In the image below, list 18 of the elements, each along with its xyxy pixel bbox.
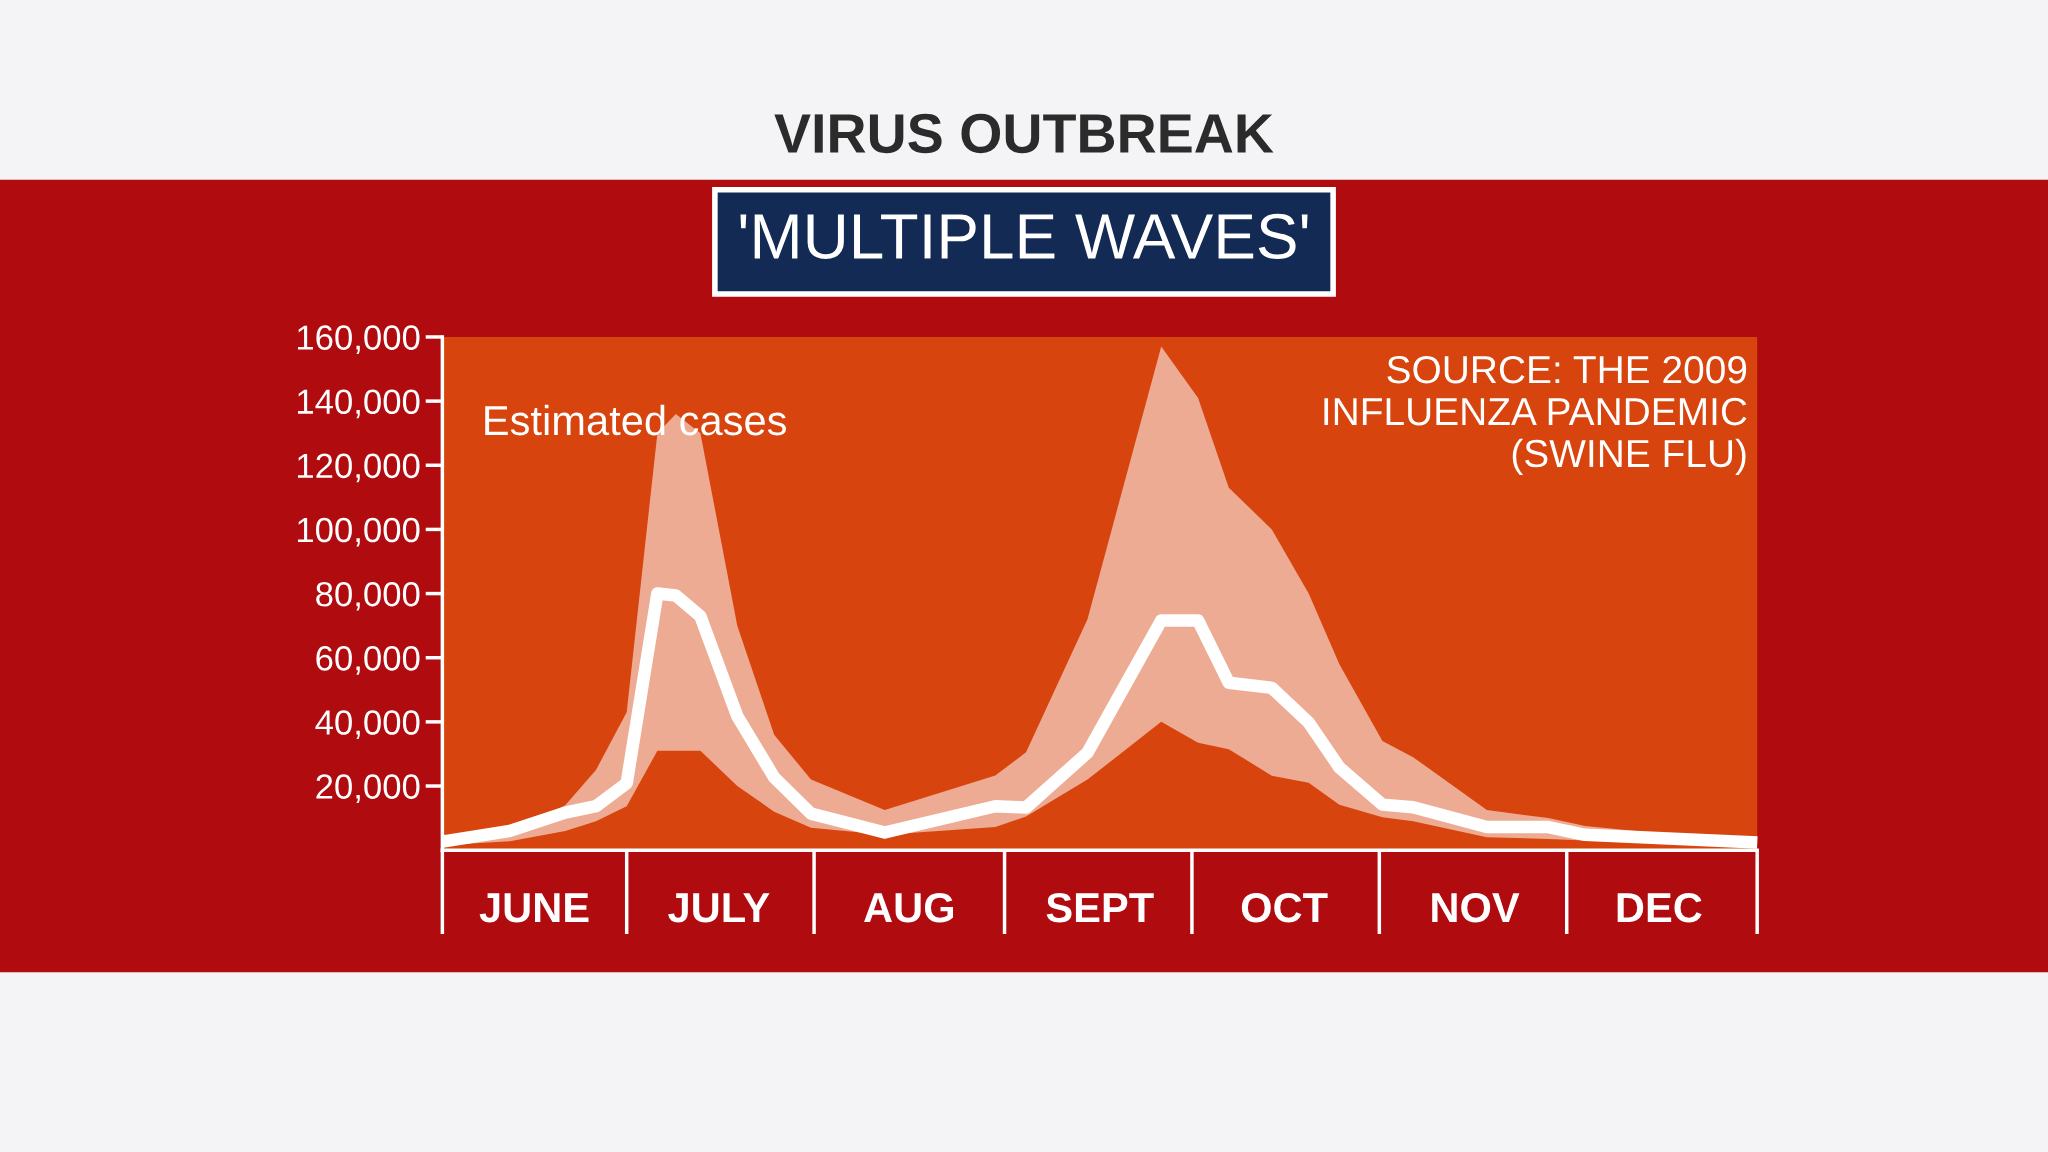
y-tick-label: 40,000 (315, 710, 420, 739)
y-tick-label: 140,000 (297, 389, 420, 419)
y-tick-label: 60,000 (316, 646, 420, 675)
y-tick-label: 20,000 (316, 774, 420, 804)
annotation: SOURCE: THE 2009 INFLUENZA PANDEMIC (SWINE FLU) (1324, 355, 1747, 475)
x-tick-label: JUNE (479, 893, 589, 923)
y-tick-label: 80,000 (316, 581, 420, 611)
chart-subtitle: 'MULTIPLE WAVES' (740, 213, 1308, 260)
x-tick-label: SEPT (1046, 892, 1154, 923)
x-tick-label: NOV (1432, 892, 1520, 923)
y-tick-label: 100,000 (297, 517, 420, 547)
y-tick-label: 160,000 (297, 325, 420, 354)
y-tick-label: 120,000 (297, 453, 420, 483)
chart-title: VIRUS OUTBREAK (774, 113, 1274, 154)
x-tick-label: AUG (864, 892, 954, 923)
x-tick-label: DEC (1617, 892, 1702, 923)
x-tick-label: JULY (668, 893, 770, 923)
x-tick-label: OCT (1241, 892, 1328, 923)
